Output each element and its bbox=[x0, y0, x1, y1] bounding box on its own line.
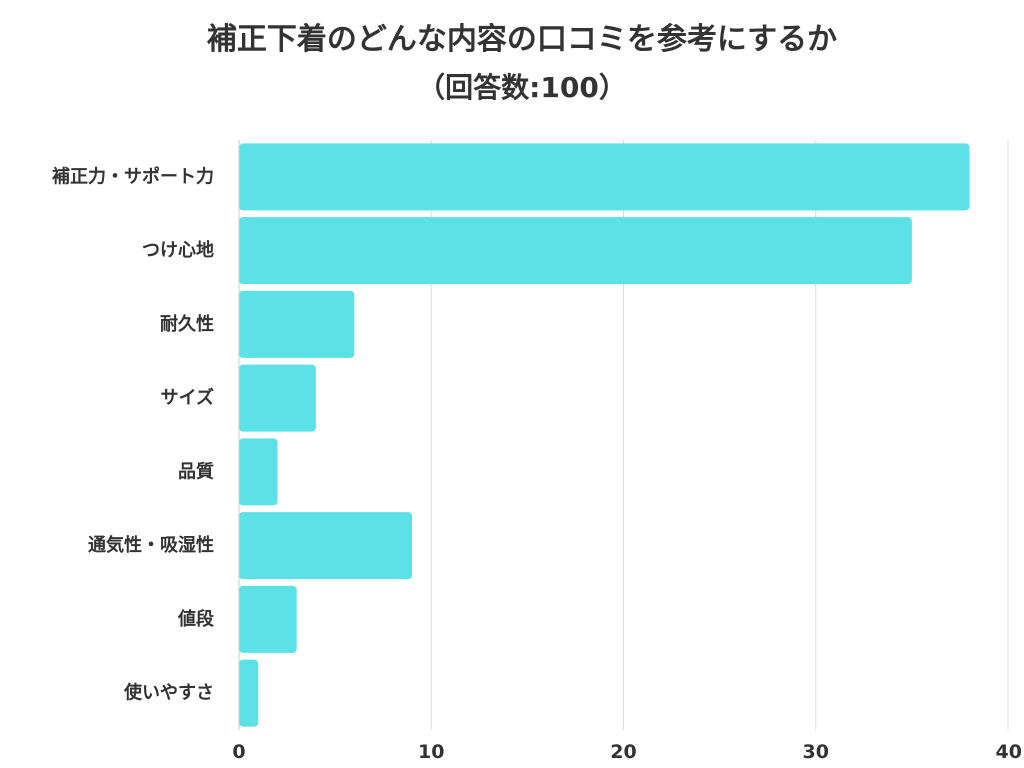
category-label: 使いやすさ bbox=[123, 683, 214, 704]
chart-subtitle: （回答数:100） bbox=[417, 71, 627, 104]
bar bbox=[239, 364, 316, 432]
bar bbox=[239, 217, 912, 285]
category-label: つけ心地 bbox=[142, 239, 214, 261]
category-label: 値段 bbox=[177, 608, 215, 630]
bar bbox=[239, 438, 278, 506]
category-label: 耐久性 bbox=[160, 313, 214, 335]
x-tick-label: 40 bbox=[996, 741, 1022, 763]
x-tick-label: 20 bbox=[610, 741, 636, 763]
category-label: サイズ bbox=[161, 387, 214, 409]
bar bbox=[239, 585, 297, 653]
x-tick-label: 30 bbox=[803, 741, 829, 763]
x-tick-label: 10 bbox=[418, 741, 444, 763]
bar bbox=[239, 143, 970, 211]
category-label: 補正力・サポート力 bbox=[51, 165, 214, 187]
bar bbox=[239, 290, 355, 358]
category-label: 通気性・吸湿性 bbox=[88, 534, 214, 556]
bar bbox=[239, 512, 413, 580]
x-tick-label: 0 bbox=[232, 741, 245, 763]
bar bbox=[239, 659, 259, 727]
category-label: 品質 bbox=[178, 460, 214, 482]
chart-title: 補正下着のどんな内容の口コミを参考にするか bbox=[206, 22, 838, 57]
